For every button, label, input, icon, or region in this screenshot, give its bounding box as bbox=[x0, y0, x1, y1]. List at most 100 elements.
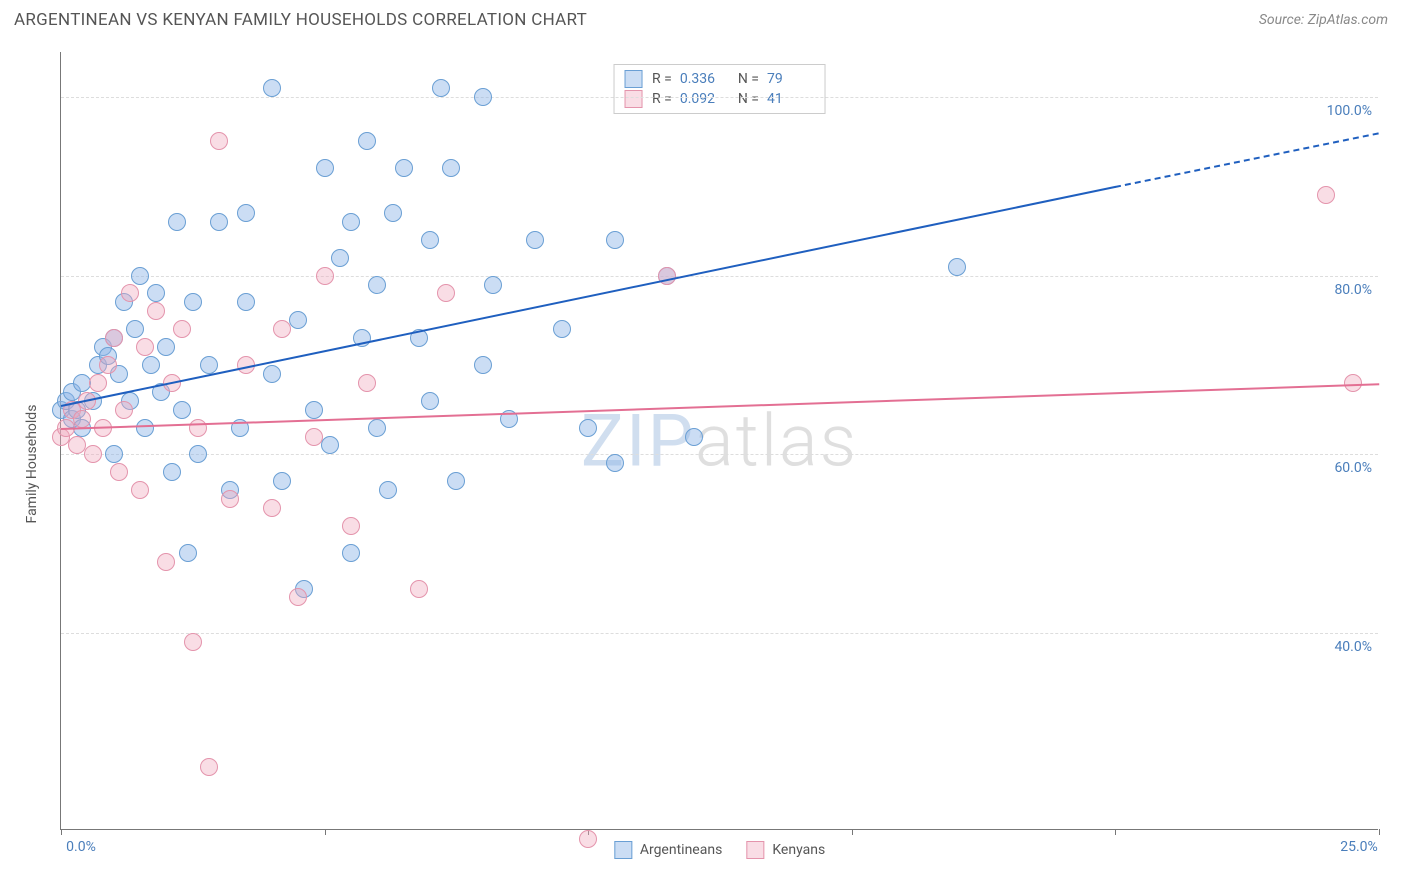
legend-item: Kenyans bbox=[746, 841, 825, 859]
data-point bbox=[331, 249, 349, 267]
data-point bbox=[358, 132, 376, 150]
chart-title: ARGENTINEAN VS KENYAN FAMILY HOUSEHOLDS … bbox=[14, 10, 587, 30]
data-point bbox=[526, 231, 544, 249]
data-point bbox=[273, 320, 291, 338]
legend-item: Argentineans bbox=[614, 841, 722, 859]
data-point bbox=[105, 445, 123, 463]
data-point bbox=[126, 320, 144, 338]
data-point bbox=[305, 428, 323, 446]
legend-stats: R =0.336N =79R =0.092N =41 bbox=[613, 64, 826, 114]
data-point bbox=[447, 472, 465, 490]
data-point bbox=[147, 302, 165, 320]
data-point bbox=[316, 267, 334, 285]
watermark-gray: atlas bbox=[695, 398, 858, 483]
plot-area: ZIPatlas R =0.336N =79R =0.092N =41 Arge… bbox=[60, 52, 1378, 830]
data-point bbox=[263, 499, 281, 517]
data-point bbox=[342, 213, 360, 231]
data-point bbox=[173, 401, 191, 419]
n-value: 41 bbox=[767, 91, 815, 107]
data-point bbox=[163, 463, 181, 481]
data-point bbox=[289, 588, 307, 606]
data-point bbox=[484, 276, 502, 294]
data-point bbox=[237, 204, 255, 222]
grid-line bbox=[61, 97, 1378, 98]
data-point bbox=[110, 463, 128, 481]
data-point bbox=[89, 374, 107, 392]
data-point bbox=[121, 284, 139, 302]
legend-swatch bbox=[614, 841, 632, 859]
data-point bbox=[421, 231, 439, 249]
n-value: 79 bbox=[767, 71, 815, 87]
data-point bbox=[173, 320, 191, 338]
y-tick-label: 80.0% bbox=[1312, 282, 1372, 300]
legend-stat-row: R =0.336N =79 bbox=[624, 69, 815, 89]
data-point bbox=[442, 159, 460, 177]
data-point bbox=[579, 419, 597, 437]
trend-line-extrapolated bbox=[1115, 132, 1379, 188]
data-point bbox=[210, 132, 228, 150]
data-point bbox=[432, 79, 450, 97]
data-point bbox=[273, 472, 291, 490]
data-point bbox=[342, 517, 360, 535]
data-point bbox=[289, 311, 307, 329]
data-point bbox=[131, 481, 149, 499]
grid-line bbox=[61, 276, 1378, 277]
data-point bbox=[358, 374, 376, 392]
data-point bbox=[73, 410, 91, 428]
x-tick-label: 0.0% bbox=[66, 839, 96, 855]
data-point bbox=[384, 204, 402, 222]
data-point bbox=[553, 320, 571, 338]
data-point bbox=[184, 633, 202, 651]
data-point bbox=[606, 231, 624, 249]
data-point bbox=[437, 284, 455, 302]
data-point bbox=[115, 401, 133, 419]
legend-label: Kenyans bbox=[772, 842, 825, 858]
data-point bbox=[316, 159, 334, 177]
data-point bbox=[342, 544, 360, 562]
data-point bbox=[395, 159, 413, 177]
data-point bbox=[579, 830, 597, 848]
data-point bbox=[136, 338, 154, 356]
data-point bbox=[474, 88, 492, 106]
data-point bbox=[263, 79, 281, 97]
data-point bbox=[200, 356, 218, 374]
data-point bbox=[136, 419, 154, 437]
data-point bbox=[157, 553, 175, 571]
legend-swatch bbox=[746, 841, 764, 859]
data-point bbox=[368, 276, 386, 294]
data-point bbox=[321, 436, 339, 454]
legend-swatch bbox=[624, 70, 642, 88]
y-axis-label: Family Households bbox=[24, 405, 40, 524]
data-point bbox=[221, 490, 239, 508]
data-point bbox=[168, 213, 186, 231]
r-value: 0.092 bbox=[680, 91, 728, 107]
data-point bbox=[368, 419, 386, 437]
n-label: N = bbox=[738, 91, 759, 107]
x-tick-mark bbox=[325, 829, 326, 835]
data-point bbox=[179, 544, 197, 562]
x-tick-label: 25.0% bbox=[1340, 839, 1378, 855]
data-point bbox=[410, 580, 428, 598]
legend-series: Argentineans Kenyans bbox=[614, 841, 825, 859]
data-point bbox=[131, 267, 149, 285]
data-point bbox=[474, 356, 492, 374]
y-tick-label: 60.0% bbox=[1312, 460, 1372, 478]
r-label: R = bbox=[652, 71, 672, 87]
legend-label: Argentineans bbox=[640, 842, 722, 858]
data-point bbox=[189, 445, 207, 463]
r-label: R = bbox=[652, 91, 672, 107]
x-tick-mark bbox=[1115, 829, 1116, 835]
grid-line bbox=[61, 633, 1378, 634]
chart-container: Family Households ZIPatlas R =0.336N =79… bbox=[14, 44, 1392, 884]
r-value: 0.336 bbox=[680, 71, 728, 87]
x-tick-mark bbox=[852, 829, 853, 835]
data-point bbox=[84, 445, 102, 463]
data-point bbox=[99, 356, 117, 374]
data-point bbox=[210, 213, 228, 231]
data-point bbox=[157, 338, 175, 356]
data-point bbox=[105, 329, 123, 347]
grid-line bbox=[61, 454, 1378, 455]
source-label: Source: ZipAtlas.com bbox=[1259, 12, 1388, 28]
data-point bbox=[147, 284, 165, 302]
trend-line bbox=[61, 383, 1379, 430]
